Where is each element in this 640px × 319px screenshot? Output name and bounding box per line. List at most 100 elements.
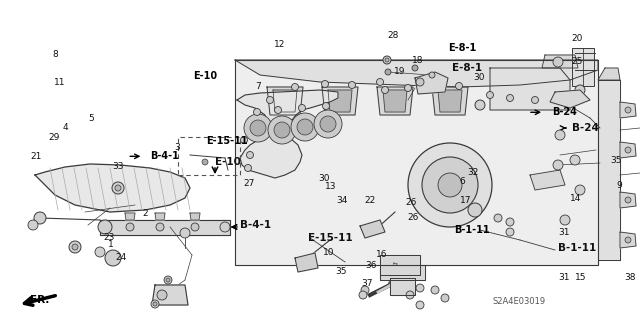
Circle shape <box>361 286 369 294</box>
Circle shape <box>506 218 514 226</box>
Polygon shape <box>152 285 188 305</box>
Circle shape <box>291 84 298 91</box>
Circle shape <box>156 223 164 231</box>
Text: 9: 9 <box>616 181 622 190</box>
Circle shape <box>291 113 319 141</box>
Circle shape <box>244 165 252 172</box>
Text: 3: 3 <box>174 143 180 152</box>
Text: 38: 38 <box>624 273 636 282</box>
Text: 16: 16 <box>376 250 387 259</box>
Polygon shape <box>390 278 415 295</box>
Circle shape <box>431 286 439 294</box>
Circle shape <box>69 241 81 253</box>
Text: B-24: B-24 <box>572 123 599 133</box>
Text: 27: 27 <box>243 179 255 188</box>
Circle shape <box>383 56 391 64</box>
Circle shape <box>575 85 585 95</box>
Polygon shape <box>550 90 590 108</box>
Circle shape <box>157 290 167 300</box>
Circle shape <box>625 147 631 153</box>
Text: E-15-11: E-15-11 <box>308 233 353 243</box>
Text: 32: 32 <box>467 168 479 177</box>
Circle shape <box>494 214 502 222</box>
Text: 6: 6 <box>460 177 465 186</box>
Circle shape <box>422 157 478 213</box>
Circle shape <box>105 250 121 266</box>
Circle shape <box>126 223 134 231</box>
Text: 10: 10 <box>323 248 334 257</box>
Circle shape <box>506 94 513 101</box>
Circle shape <box>166 278 170 282</box>
Circle shape <box>468 203 482 217</box>
Polygon shape <box>237 90 338 178</box>
Polygon shape <box>380 255 420 275</box>
Circle shape <box>416 301 424 309</box>
Circle shape <box>416 284 424 292</box>
Text: B-24: B-24 <box>552 107 577 117</box>
Circle shape <box>274 122 290 138</box>
Polygon shape <box>322 87 358 115</box>
Text: 18: 18 <box>412 56 424 65</box>
Text: 35: 35 <box>335 267 347 276</box>
Polygon shape <box>530 170 565 190</box>
Polygon shape <box>360 220 385 238</box>
Circle shape <box>72 244 78 250</box>
Polygon shape <box>490 68 570 110</box>
Circle shape <box>408 143 492 227</box>
Polygon shape <box>328 90 352 112</box>
Text: 8: 8 <box>52 50 58 59</box>
Polygon shape <box>235 60 598 265</box>
Text: 13: 13 <box>325 182 337 191</box>
Text: 2: 2 <box>142 209 148 218</box>
Text: B-4-1: B-4-1 <box>240 220 271 230</box>
Circle shape <box>555 130 565 140</box>
Text: 19: 19 <box>394 67 406 76</box>
Polygon shape <box>438 90 462 112</box>
Circle shape <box>314 110 342 138</box>
Circle shape <box>321 80 328 87</box>
Circle shape <box>115 185 121 191</box>
Circle shape <box>531 97 538 103</box>
Text: 20: 20 <box>571 34 582 43</box>
Text: 1: 1 <box>108 240 113 249</box>
Circle shape <box>112 182 124 194</box>
Circle shape <box>191 223 199 231</box>
Polygon shape <box>235 60 598 87</box>
Text: 22: 22 <box>365 196 376 205</box>
Text: 5: 5 <box>88 114 94 123</box>
Circle shape <box>381 86 388 93</box>
Circle shape <box>456 83 463 90</box>
Circle shape <box>34 212 46 224</box>
Polygon shape <box>542 55 578 68</box>
Polygon shape <box>620 192 636 208</box>
Circle shape <box>164 276 172 284</box>
Text: E-15-11: E-15-11 <box>206 136 248 146</box>
Text: 30: 30 <box>319 174 330 182</box>
Text: 31: 31 <box>558 228 570 237</box>
Polygon shape <box>273 90 297 112</box>
Polygon shape <box>295 253 318 272</box>
Polygon shape <box>35 164 190 212</box>
Text: 17: 17 <box>460 196 471 204</box>
Circle shape <box>241 137 248 144</box>
Text: 29: 29 <box>48 133 60 142</box>
Text: 11: 11 <box>54 78 65 87</box>
Text: E-10: E-10 <box>193 71 218 81</box>
Circle shape <box>625 197 631 203</box>
Text: 12: 12 <box>274 40 285 48</box>
Polygon shape <box>377 87 413 115</box>
Circle shape <box>385 69 391 75</box>
Circle shape <box>202 159 208 165</box>
Polygon shape <box>432 87 468 115</box>
Circle shape <box>320 116 336 132</box>
Text: 26: 26 <box>406 198 417 207</box>
Circle shape <box>28 220 38 230</box>
Polygon shape <box>415 72 448 94</box>
Circle shape <box>297 119 313 135</box>
Circle shape <box>625 107 631 113</box>
Text: 4: 4 <box>63 123 68 132</box>
Circle shape <box>246 152 253 159</box>
Circle shape <box>416 78 424 86</box>
Circle shape <box>268 116 296 144</box>
Circle shape <box>95 247 105 257</box>
